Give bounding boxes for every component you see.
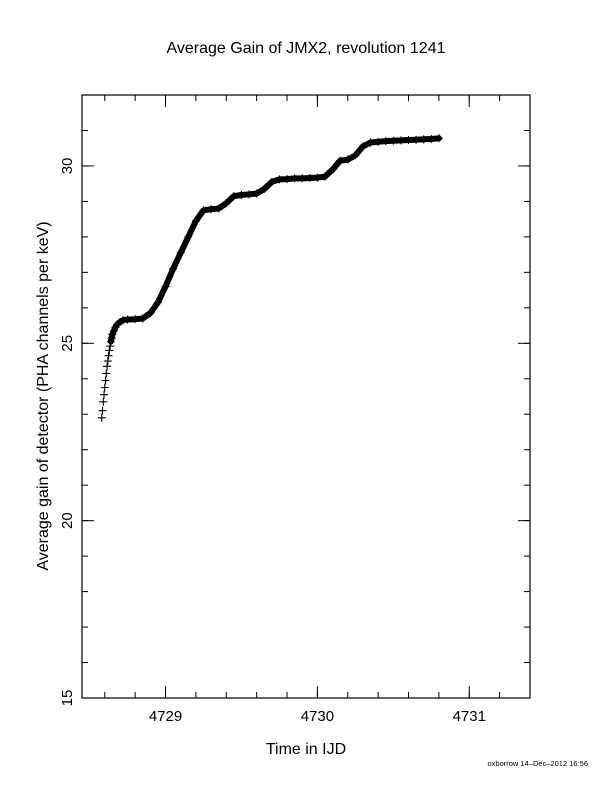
data-point xyxy=(267,177,276,186)
data-point xyxy=(97,413,106,422)
y-tick-label: 30 xyxy=(59,158,76,175)
data-point xyxy=(123,315,132,324)
data-point xyxy=(107,333,116,342)
data-point xyxy=(358,142,367,151)
data-point xyxy=(351,151,360,160)
data-point xyxy=(290,174,299,183)
data-point xyxy=(108,330,117,339)
x-tick-label: 4729 xyxy=(149,708,182,725)
data-point xyxy=(237,191,246,200)
x-tick-label: 4731 xyxy=(453,708,486,725)
data-point xyxy=(103,362,112,371)
axis-tick-labels: 4729 4730 4731 15 20 25 30 xyxy=(59,158,486,725)
data-point xyxy=(131,315,140,324)
data-point xyxy=(252,189,261,198)
y-tick-label: 20 xyxy=(59,512,76,529)
data-point xyxy=(328,165,337,174)
data-point xyxy=(260,184,269,193)
x-tick-label: 4730 xyxy=(301,708,334,725)
data-points xyxy=(97,134,443,422)
data-point xyxy=(305,174,314,183)
data-point xyxy=(320,172,329,181)
data-point xyxy=(374,137,383,146)
data-point xyxy=(434,134,443,143)
data-point xyxy=(214,204,223,213)
y-axis-label: Average gain of detector (PHA channels p… xyxy=(35,221,52,570)
data-point xyxy=(105,346,114,355)
data-point xyxy=(366,138,375,147)
data-point xyxy=(245,190,254,199)
data-point xyxy=(313,173,322,182)
data-trace xyxy=(107,135,442,345)
plot-frame xyxy=(81,94,531,699)
chart-title: Average Gain of JMX2, revolution 1241 xyxy=(167,40,446,57)
data-point xyxy=(106,337,115,346)
x-axis-label: Time in IJD xyxy=(266,741,346,758)
data-point xyxy=(199,206,208,215)
y-tick-label: 15 xyxy=(59,690,76,707)
data-point xyxy=(109,326,118,335)
data-point xyxy=(99,397,108,406)
data-point xyxy=(184,232,193,241)
data-point xyxy=(336,156,345,165)
data-point xyxy=(169,264,178,273)
data-point xyxy=(298,174,307,183)
data-point xyxy=(275,175,284,184)
data-point xyxy=(102,369,111,378)
data-point xyxy=(404,136,413,145)
data-point xyxy=(103,357,112,366)
footer-credit: oxborrow 14–Dec–2012 16:56 xyxy=(488,759,589,768)
axis-ticks xyxy=(82,94,531,699)
data-point xyxy=(396,136,405,145)
data-point xyxy=(207,205,216,214)
data-point xyxy=(98,406,107,415)
data-point xyxy=(138,314,147,323)
data-point xyxy=(389,136,398,145)
data-point xyxy=(229,192,238,201)
data-point xyxy=(100,390,109,399)
data-point xyxy=(100,383,109,392)
data-point xyxy=(101,376,110,385)
data-point xyxy=(427,134,436,143)
data-point xyxy=(146,309,155,318)
data-point xyxy=(343,155,352,164)
data-point xyxy=(161,282,170,291)
data-point xyxy=(104,351,113,360)
data-point xyxy=(153,298,162,307)
data-point xyxy=(419,135,428,144)
data-point xyxy=(381,137,390,146)
data-point xyxy=(191,216,200,225)
data-point xyxy=(176,248,185,257)
data-point xyxy=(119,316,128,325)
y-tick-label: 25 xyxy=(59,335,76,352)
data-point xyxy=(283,175,292,184)
data-point xyxy=(106,342,115,351)
data-point xyxy=(412,135,421,144)
data-point xyxy=(222,199,231,208)
